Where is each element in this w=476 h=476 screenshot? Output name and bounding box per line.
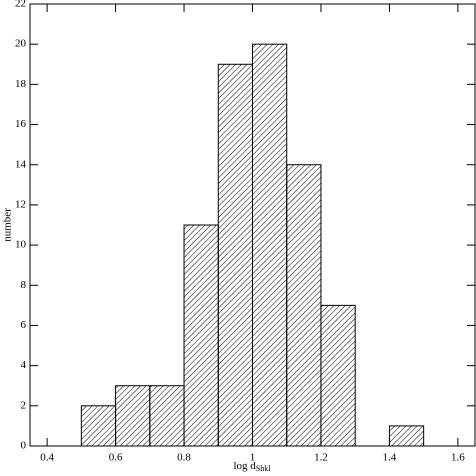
bar: [388, 425, 425, 447]
y-tick-label: 0: [21, 440, 27, 452]
y-axis-label: number: [2, 208, 14, 242]
bar: [320, 304, 356, 447]
y-tick-label: 4: [21, 359, 27, 371]
y-tick-label: 12: [15, 198, 26, 210]
y-tick-label: 14: [15, 158, 27, 170]
y-tick-label: 22: [15, 0, 26, 10]
bar: [115, 385, 151, 447]
x-tick-label: 1.2: [314, 452, 328, 464]
bar: [80, 405, 117, 447]
y-tick-label: 6: [21, 319, 27, 331]
bar: [149, 385, 185, 447]
y-tick-label: 20: [15, 38, 27, 50]
bar: [252, 43, 288, 447]
bar: [217, 63, 253, 447]
x-label-main: log d: [234, 460, 257, 472]
x-tick-label: 0.6: [109, 452, 123, 464]
x-tick-label: 0.8: [177, 452, 191, 464]
x-tick-label: 0.4: [40, 452, 54, 464]
y-tick-label: 18: [15, 78, 27, 90]
y-tick-label: 16: [15, 118, 27, 130]
x-tick-label: 1: [250, 452, 256, 464]
x-tick-label: 1.4: [383, 452, 397, 464]
x-axis-label: log dShkl: [234, 460, 272, 473]
y-tick-label: 10: [15, 239, 27, 251]
bar: [183, 224, 219, 447]
y-tick-label: 8: [21, 279, 27, 291]
x-tick-label: 1.6: [451, 452, 465, 464]
x-label-sub: Shkl: [256, 464, 271, 473]
y-tick-label: 2: [21, 399, 27, 411]
bar: [286, 164, 322, 447]
